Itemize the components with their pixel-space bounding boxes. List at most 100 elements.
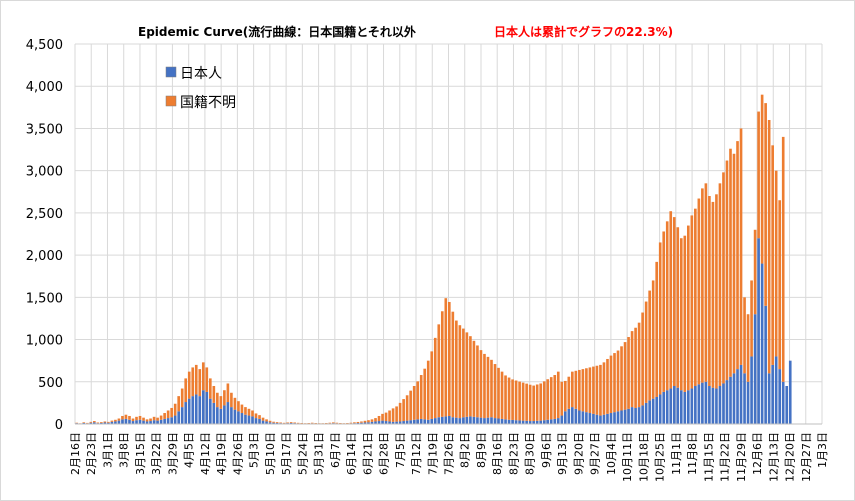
bar-unknown-nationality <box>662 231 666 392</box>
bar-japanese <box>686 390 690 424</box>
bar-unknown-nationality <box>163 413 166 419</box>
x-tick-label: 8月2日 <box>459 432 472 468</box>
bar-japanese <box>426 419 430 424</box>
bar-unknown-nationality <box>750 280 753 357</box>
bar-japanese <box>356 422 360 424</box>
bar-unknown-nationality <box>360 421 363 423</box>
y-tick-label: 4,000 <box>26 80 63 95</box>
bar-unknown-nationality <box>736 141 739 370</box>
bar-japanese <box>156 420 159 424</box>
y-tick-label: 3,000 <box>26 165 63 180</box>
bar-japanese <box>377 421 381 424</box>
bar-unknown-nationality <box>159 415 163 420</box>
x-tick-label: 10月25日 <box>654 432 667 482</box>
bar-japanese <box>409 420 412 424</box>
bar-japanese <box>412 419 416 424</box>
bar-japanese <box>469 416 472 424</box>
y-tick-label: 4,500 <box>26 38 63 53</box>
bar-unknown-nationality <box>472 340 476 417</box>
bar-unknown-nationality <box>170 407 173 418</box>
bar-japanese <box>163 418 166 424</box>
x-tick-label: 6月14日 <box>345 432 358 475</box>
bar-unknown-nationality <box>556 371 560 419</box>
bar-unknown-nationality <box>634 327 637 408</box>
bar-unknown-nationality <box>483 353 486 419</box>
bar-japanese <box>771 364 774 424</box>
bar-japanese <box>82 422 86 424</box>
bar-japanese <box>606 413 609 424</box>
bar-japanese <box>405 420 409 424</box>
bar-unknown-nationality <box>423 368 427 420</box>
bar-unknown-nationality <box>419 375 423 419</box>
bar-japanese <box>697 384 701 424</box>
bar-unknown-nationality <box>223 390 226 406</box>
bar-japanese <box>212 402 216 424</box>
bar-japanese <box>226 402 230 424</box>
bar-unknown-nationality <box>447 301 451 416</box>
bar-japanese <box>623 409 627 424</box>
bar-unknown-nationality <box>402 399 405 422</box>
x-tick-label: 7月5日 <box>394 432 407 468</box>
x-tick-label: 12月27日 <box>800 432 813 482</box>
bar-unknown-nationality <box>729 148 732 377</box>
bar-unknown-nationality <box>627 337 630 409</box>
bar-japanese <box>592 413 595 424</box>
bar-japanese <box>219 408 223 424</box>
bar-japanese <box>275 422 279 424</box>
bar-unknown-nationality <box>511 379 514 420</box>
bar-japanese <box>553 418 557 424</box>
bar-japanese <box>152 420 156 424</box>
bar-japanese <box>388 421 391 424</box>
bar-japanese <box>398 421 402 424</box>
bar-unknown-nationality <box>275 422 279 423</box>
bar-unknown-nationality <box>753 229 757 315</box>
bar-unknown-nationality <box>89 421 93 423</box>
bar-unknown-nationality <box>103 421 107 423</box>
bar-unknown-nationality <box>581 369 585 412</box>
bar-unknown-nationality <box>718 183 722 386</box>
bar-japanese <box>641 405 644 424</box>
bar-unknown-nationality <box>367 420 370 423</box>
bar-japanese <box>722 383 725 424</box>
legend: 日本人 国籍不明 <box>165 66 236 111</box>
bar-unknown-nationality <box>462 328 465 418</box>
bar-japanese <box>483 418 486 424</box>
bar-unknown-nationality <box>553 375 557 419</box>
bar-japanese <box>184 402 188 424</box>
x-tick-label: 1月3日 <box>816 432 829 468</box>
bar-japanese <box>187 398 191 424</box>
bar-japanese <box>447 415 451 424</box>
bar-japanese <box>367 422 370 424</box>
bar-unknown-nationality <box>563 380 567 412</box>
bar-japanese <box>630 407 634 424</box>
x-tick-label: 9月27日 <box>589 432 602 475</box>
bar-unknown-nationality <box>353 422 356 424</box>
bar-unknown-nationality <box>244 407 247 415</box>
bar-unknown-nationality <box>152 416 156 421</box>
bar-unknown-nationality <box>251 410 254 417</box>
x-tick-label: 12月13日 <box>767 432 780 482</box>
x-tick-label: 7月12日 <box>410 432 423 475</box>
bar-japanese <box>149 421 152 424</box>
x-tick-label: 5月24日 <box>296 432 309 475</box>
bar-unknown-nationality <box>585 368 588 413</box>
bar-unknown-nationality <box>293 422 296 424</box>
bar-japanese <box>497 418 500 424</box>
bar-japanese <box>620 410 623 424</box>
x-tick-label: 8月9日 <box>475 432 488 468</box>
bar-japanese <box>458 418 462 424</box>
y-tick-label: 2,500 <box>26 207 63 222</box>
bar-japanese <box>247 415 251 424</box>
bar-japanese <box>135 420 138 424</box>
bar-unknown-nationality <box>602 362 606 415</box>
bar-unknown-nationality <box>208 378 212 399</box>
bar-unknown-nationality <box>690 215 694 389</box>
bar-unknown-nationality <box>455 320 458 418</box>
bar-japanese <box>486 417 490 424</box>
bar-japanese <box>451 417 455 424</box>
bar-japanese <box>93 422 96 424</box>
bar-japanese <box>665 390 669 424</box>
bar-japanese <box>268 422 272 424</box>
bar-unknown-nationality <box>145 419 149 422</box>
bar-japanese <box>539 420 543 424</box>
